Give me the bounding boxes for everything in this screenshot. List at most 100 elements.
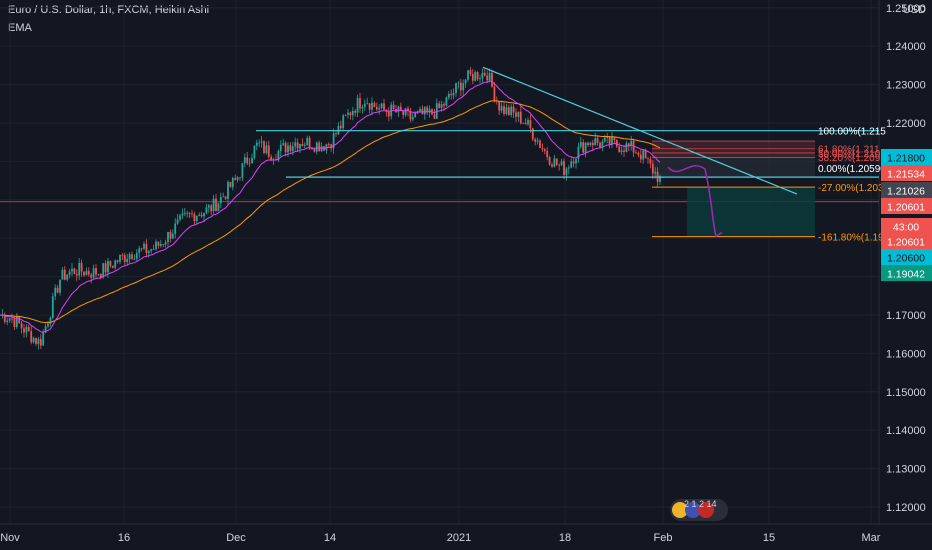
time-axis[interactable]: Nov 16 Dec 14 2021 18 Feb 15 Mar [0, 532, 881, 544]
candle-body [359, 98, 361, 109]
candle-body [447, 93, 450, 98]
candle-body [47, 323, 49, 327]
fib-level-label: 0.00%(1.20590 [818, 164, 886, 175]
candle-body [44, 326, 47, 333]
candle-body [39, 338, 42, 346]
candle-body [512, 106, 515, 113]
candle-body [138, 248, 141, 253]
candle-body [140, 248, 143, 250]
candle-body [176, 219, 179, 224]
candle-body [248, 163, 251, 165]
fib-zone-middle [652, 157, 815, 178]
price-label-text: 43:00 [893, 222, 919, 234]
candle-body [133, 258, 136, 260]
candle-body [49, 317, 52, 324]
candle-body [620, 150, 623, 153]
candle-body [342, 115, 345, 129]
candle-body [27, 326, 30, 332]
candle-body [157, 241, 160, 246]
candle-body [301, 143, 304, 146]
candle-body [193, 213, 196, 222]
candle-body [627, 143, 630, 146]
candle-body [543, 149, 546, 152]
candle-body [373, 102, 376, 107]
candle-body [596, 138, 599, 143]
grid-lines [0, 0, 879, 524]
candle-body [78, 262, 81, 276]
drawings[interactable] [256, 66, 879, 238]
candle-body [284, 143, 287, 153]
candle-body [332, 133, 335, 149]
candle-body [109, 261, 112, 266]
y-tick-label: 1.23000 [886, 80, 926, 92]
candle-body [123, 255, 126, 262]
candle-body [71, 268, 73, 272]
candle-body [243, 157, 246, 164]
candle-body [311, 148, 313, 150]
fib-level-label: 38.20%(1.209 [818, 153, 881, 164]
candle-body [119, 254, 121, 262]
candle-body [258, 142, 261, 144]
candle-body [215, 198, 217, 212]
candle-body [181, 213, 184, 216]
candle-body [637, 152, 640, 155]
candle-body [277, 150, 280, 161]
trendline [482, 66, 798, 195]
candle-body [380, 103, 383, 109]
candle-body [239, 177, 241, 179]
price-label-box [881, 218, 932, 234]
candle-body [205, 207, 208, 213]
candle-body [469, 70, 472, 74]
candle-body [630, 140, 633, 146]
fib-labels: 100.00%(1.215 61.80%(1.21150.00%(1.21038.… [818, 127, 886, 244]
candle-body [25, 326, 28, 333]
candle-body [102, 263, 105, 278]
candle-body [419, 108, 421, 112]
candle-body [354, 110, 357, 113]
candle-body [351, 110, 354, 116]
currency-label[interactable]: USD [902, 4, 926, 16]
candle-body [32, 337, 35, 343]
target-zone [687, 187, 815, 237]
candle-body [11, 318, 13, 320]
candle-body [222, 196, 225, 198]
events-badge[interactable]: 2 1 2 14 [670, 499, 728, 521]
candle-body [37, 338, 40, 344]
candle-body [30, 331, 33, 343]
candle-body [491, 72, 493, 87]
candle-body [87, 270, 90, 275]
candle-body [327, 144, 330, 145]
candle-body [217, 203, 220, 212]
candle-body [279, 144, 282, 151]
candle-body [308, 137, 311, 149]
price-labels: 1.21800 1.21534 1.21026 1.20601 43:00 1.20601… [881, 149, 932, 281]
candle-body [179, 215, 181, 220]
candle-body [289, 145, 292, 151]
indicator-legend-ema[interactable]: EMA [8, 22, 32, 34]
candle-body [402, 110, 405, 116]
x-tick-label: Nov [0, 532, 20, 544]
candle-body [560, 161, 563, 166]
fib-level-label: 50.00%(1.210 [818, 149, 881, 160]
x-tick-label: 16 [118, 532, 130, 544]
y-tick-label: 1.17000 [886, 310, 926, 322]
candle-body [99, 274, 102, 278]
candle-body [524, 122, 527, 125]
candle-body [267, 145, 270, 157]
fib-zones [652, 140, 815, 237]
candle-body [320, 146, 323, 152]
candle-body [66, 274, 69, 280]
candle-body [15, 316, 18, 327]
candle-body [126, 258, 129, 262]
candle-body [152, 249, 155, 250]
candle-body [577, 146, 580, 159]
candle-body [527, 120, 529, 125]
candle-body [147, 250, 150, 254]
symbol-title[interactable]: Euro / U.S. Dollar, 1h, FXCM, Heikin Ash… [8, 4, 210, 16]
candle-body [579, 142, 582, 147]
candle-body [618, 146, 621, 153]
candle-body [303, 145, 306, 146]
candle-body [464, 79, 467, 84]
candle-body [255, 142, 258, 146]
